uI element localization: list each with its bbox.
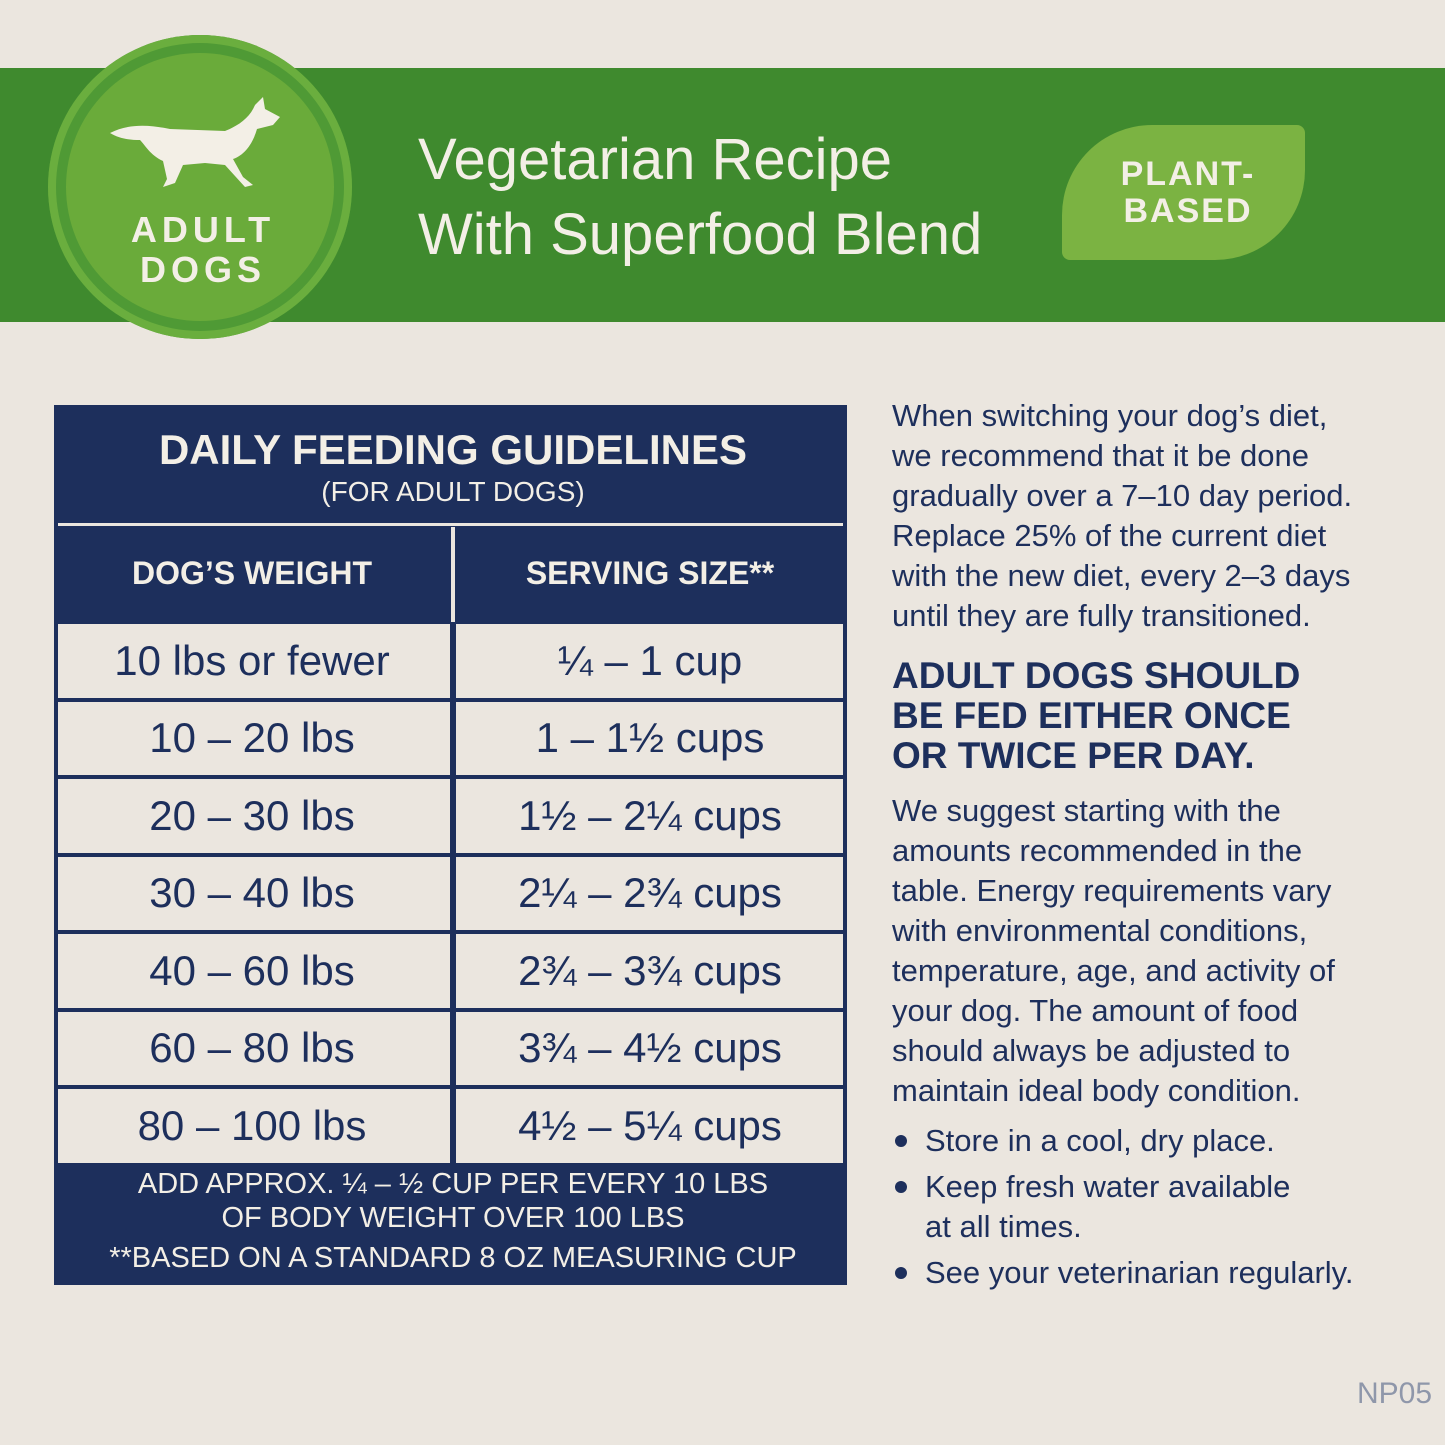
- tag-label: PLANT-: [1120, 155, 1256, 193]
- table-cell: [456, 1089, 843, 1163]
- table-cell: [58, 934, 450, 1008]
- serving-size: 1 – 1½ cups: [535, 714, 765, 762]
- table-note: **BASED ON A STANDARD 8 OZ MEASURING CUP: [109, 1242, 797, 1274]
- bullet-line: Keep fresh water available: [925, 1169, 1291, 1204]
- badge-label: DOGS: [139, 249, 266, 290]
- bullet-dot: [895, 1181, 907, 1193]
- body-line: maintain ideal body condition.: [892, 1073, 1301, 1108]
- bullet-line: See your veterinarian regularly.: [925, 1255, 1354, 1290]
- body-line: amounts recommended in the: [892, 833, 1303, 868]
- intro-line: Replace 25% of the current diet: [892, 518, 1327, 553]
- table-note: OF BODY WEIGHT OVER 100 LBS: [221, 1202, 685, 1234]
- body-line: should always be adjusted to: [892, 1033, 1291, 1068]
- intro-line: until they are fully transitioned.: [892, 598, 1311, 633]
- heading-line: ADULT DOGS SHOULD: [892, 655, 1301, 696]
- body-line: temperature, age, and activity of: [892, 953, 1335, 988]
- table-note: ADD APPROX. ¼ – ½ CUP PER EVERY 10 LBS: [137, 1168, 769, 1200]
- dog-weight: 30 – 40 lbs: [149, 869, 355, 917]
- title: Vegetarian Recipe: [418, 127, 892, 192]
- bullet-dot: [895, 1267, 907, 1279]
- plant-based-tag: [1062, 125, 1305, 260]
- dog-weight: 10 lbs or fewer: [114, 636, 390, 684]
- tag-label: BASED: [1123, 192, 1253, 230]
- serving-size: 3¾ – 4½ cups: [518, 1024, 782, 1072]
- header-rule: [58, 523, 843, 526]
- serving-size: 4½ – 5¼ cups: [518, 1101, 782, 1149]
- table-cell: [456, 934, 843, 1008]
- title: With Superfood Blend: [418, 202, 983, 267]
- table-cell: [456, 779, 843, 853]
- dog-weight: 20 – 30 lbs: [149, 791, 355, 839]
- serving-size: ¼ – 1 cup: [557, 636, 743, 684]
- serving-size: 2¼ – 2¾ cups: [518, 869, 782, 917]
- dog-weight: 40 – 60 lbs: [149, 946, 355, 994]
- intro-line: When switching your dog’s diet,: [892, 398, 1328, 433]
- body-line: We suggest starting with the: [892, 793, 1281, 828]
- table-cell: [456, 856, 843, 930]
- table-cell: [58, 701, 450, 775]
- table-cell: [58, 1011, 450, 1085]
- table-cell: [456, 1011, 843, 1085]
- column-divider: [451, 527, 455, 622]
- body-line: your dog. The amount of food: [892, 993, 1299, 1028]
- serving-size: 2¾ – 3¾ cups: [518, 946, 782, 994]
- intro-line: gradually over a 7–10 day period.: [892, 478, 1353, 513]
- table-cell: [58, 624, 450, 698]
- bullet-line: Store in a cool, dry place.: [925, 1123, 1275, 1158]
- bullet-line: at all times.: [925, 1209, 1082, 1244]
- dog-weight: 10 – 20 lbs: [149, 714, 355, 762]
- dog-icon: [110, 97, 280, 187]
- table-cell: [58, 1089, 450, 1163]
- badge-inner: [66, 53, 334, 321]
- intro-line: with the new diet, every 2–3 days: [892, 558, 1351, 593]
- product-code: NP05: [1357, 1377, 1433, 1410]
- serving-size: 1½ – 2¼ cups: [518, 791, 782, 839]
- table-subtitle: (FOR ADULT DOGS): [321, 476, 585, 507]
- dog-weight: 60 – 80 lbs: [149, 1024, 355, 1072]
- bullet-dot: [895, 1135, 907, 1147]
- table-cell: [456, 701, 843, 775]
- heading-line: OR TWICE PER DAY.: [892, 735, 1255, 776]
- column-header: SERVING SIZE**: [525, 555, 775, 591]
- intro-line: we recommend that it be done: [892, 438, 1310, 473]
- badge-label: ADULT: [130, 209, 276, 250]
- table-cell: [58, 779, 450, 853]
- column-header: DOG’S WEIGHT: [132, 555, 372, 591]
- body-line: table. Energy requirements vary: [892, 873, 1332, 908]
- table-cell: [58, 856, 450, 930]
- body-line: with environmental conditions,: [892, 913, 1308, 948]
- table-cell: [456, 624, 843, 698]
- heading-line: BE FED EITHER ONCE: [892, 695, 1291, 736]
- table-title: DAILY FEEDING GUIDELINES: [158, 426, 748, 473]
- dog-weight: 80 – 100 lbs: [137, 1101, 367, 1149]
